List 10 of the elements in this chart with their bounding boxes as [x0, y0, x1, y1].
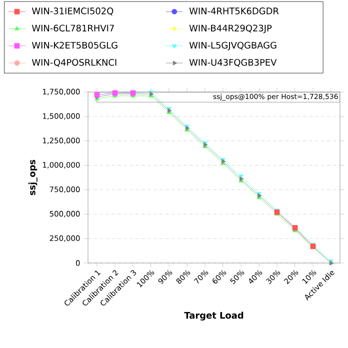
legend-label: WIN-4RHT5K6DGDR	[189, 8, 279, 14]
legend-label: WIN-U43FQGB3PEV	[189, 58, 277, 67]
legend-label: WIN-L5GJVQGBAGG	[189, 42, 276, 50]
legend-label: WIN-B44R29Q23JP	[189, 24, 272, 34]
legend-label: WIN-Q4POSRLKNCI	[32, 58, 116, 67]
y-axis-title: ssj_ops	[28, 160, 38, 196]
legend-label: WIN-6CL781RHVI7	[32, 24, 114, 32]
legend-label: WIN-K2ET5B05GLG	[32, 42, 118, 49]
x-axis-title: Target Load	[184, 312, 244, 321]
legend-label: WIN-31IEMCI502Q	[32, 8, 114, 16]
